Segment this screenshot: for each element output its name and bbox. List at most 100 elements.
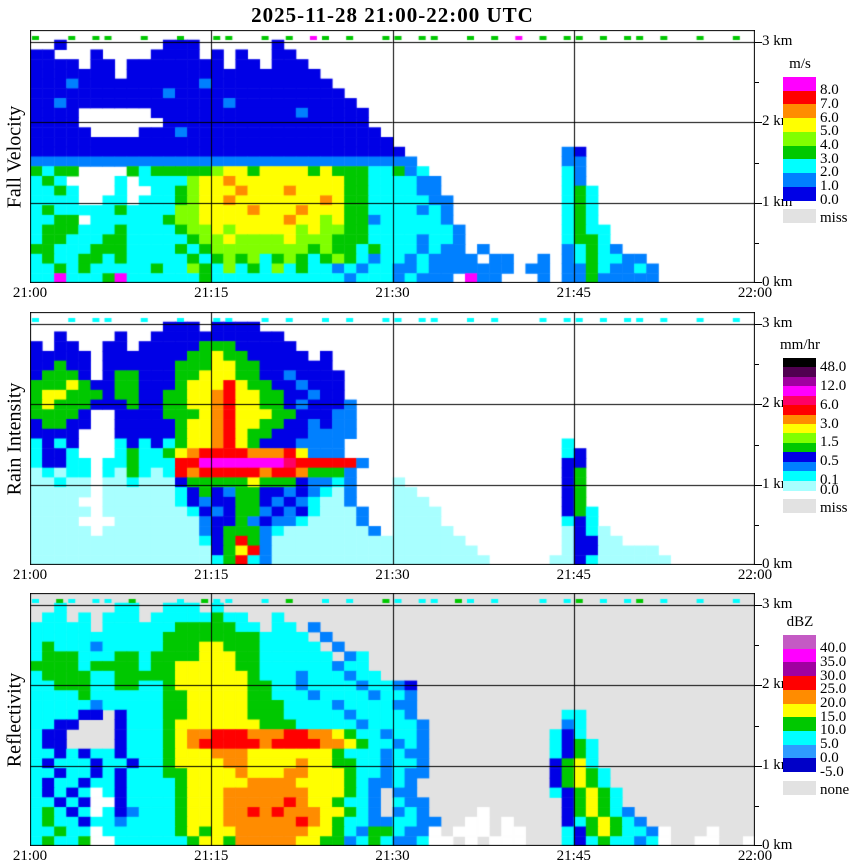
ylabel-text-fall-velocity: Fall Velocity <box>3 105 26 208</box>
y-tick-label: 3 km <box>762 596 793 612</box>
y-tick-mark <box>755 485 762 486</box>
y-tick-label: 3 km <box>762 315 793 331</box>
legend-nodata-box <box>783 209 816 224</box>
y-minor-tick-mark <box>755 163 759 164</box>
legend-color-box <box>783 376 816 387</box>
y-tick-mark <box>755 404 762 405</box>
legend-color-box <box>783 433 816 444</box>
legend-value-label: 0.0 <box>820 191 839 208</box>
legend-value-label: 8.0 <box>820 82 839 99</box>
legend-color-box <box>783 90 816 105</box>
legend-color-box <box>783 424 816 434</box>
legend-color-box <box>783 452 816 463</box>
legend-nodata-box <box>783 499 816 514</box>
x-tick-label: 21:00 <box>12 848 48 864</box>
legend-title-reflectivity: dBZ <box>786 614 814 630</box>
legend-value-label: 12.0 <box>820 377 847 394</box>
legend-value-label: 6.0 <box>820 396 839 413</box>
legend-value-label: 4.0 <box>820 137 839 153</box>
y-tick-mark <box>755 685 762 686</box>
legend-value-label: 35.0 <box>820 653 847 670</box>
x-tick-label: 21:45 <box>556 848 591 864</box>
legend-nodata-box <box>783 781 816 795</box>
x-tick-label: 22:00 <box>737 285 773 301</box>
y-tick-mark <box>755 203 762 204</box>
legend-value-label: 20.0 <box>820 695 847 711</box>
legend-value-label: 3.0 <box>820 415 839 432</box>
legend-color-box <box>783 118 816 133</box>
legend-color-box <box>783 442 816 453</box>
y-minor-tick-mark <box>755 525 759 526</box>
legend-color-box <box>783 461 816 472</box>
legend-value-label: -5.0 <box>820 763 844 780</box>
legend-value-label: 15.0 <box>820 708 847 725</box>
legend-color-box <box>783 104 816 119</box>
legend-value-label: 5.0 <box>820 123 839 140</box>
legend-value-label: 2.0 <box>820 164 839 181</box>
ylabel-reflectivity: Reflectivity <box>0 593 30 846</box>
legend-color-box <box>783 758 816 773</box>
legend-color-box <box>783 648 816 663</box>
y-tick-label: 0 km <box>762 837 793 853</box>
legend-value-label: 1.5 <box>820 434 839 451</box>
y-minor-tick-mark <box>755 364 759 365</box>
x-tick-label: 21:00 <box>12 285 48 301</box>
y-tick-mark <box>755 42 762 43</box>
y-minor-tick-mark <box>755 445 759 446</box>
legend-value-label: 6.0 <box>820 109 839 126</box>
y-tick-mark <box>755 324 762 325</box>
legend-color-box <box>783 744 816 759</box>
legend-value-label: 30.0 <box>820 667 847 684</box>
legend-color-box <box>783 471 816 482</box>
legend-color-box <box>783 131 816 146</box>
legend-color-box <box>783 480 816 491</box>
y-tick-mark <box>755 122 762 123</box>
legend-value-label: 7.0 <box>820 95 839 112</box>
legend-color-box <box>783 367 816 378</box>
x-tick-label: 21:15 <box>194 848 229 864</box>
x-tick-label: 21:15 <box>194 567 229 583</box>
legend-value-label: 3.0 <box>820 150 839 167</box>
y-minor-tick-mark <box>755 726 759 727</box>
legend-value-label: 40.0 <box>820 640 847 657</box>
legend-value-label: 0.0 <box>820 481 839 498</box>
legend-color-box <box>783 172 816 188</box>
legend-nodata-label: miss <box>820 210 848 227</box>
ylabel-text-reflectivity: Reflectivity <box>3 672 26 767</box>
heatmap-rain-intensity <box>30 312 755 565</box>
legend-value-label: 48.0 <box>820 358 847 375</box>
x-tick-label: 22:00 <box>737 567 773 583</box>
y-minor-tick-mark <box>755 82 759 83</box>
legend-value-label: 5.0 <box>820 736 839 753</box>
x-tick-label: 21:00 <box>12 567 48 583</box>
legend-color-box <box>783 145 816 160</box>
y-tick-label: 3 km <box>762 33 793 49</box>
legend-nodata-label: none <box>820 782 850 798</box>
legend-color-box <box>783 358 816 368</box>
x-tick-label: 21:45 <box>556 567 591 583</box>
x-tick-label: 21:30 <box>375 567 410 583</box>
legend-color-box <box>783 414 816 425</box>
legend-color-box <box>783 77 816 92</box>
heatmap-reflectivity <box>30 593 755 846</box>
x-tick-label: 22:00 <box>737 848 773 864</box>
x-tick-label: 21:30 <box>375 848 410 864</box>
legend-color-box <box>783 662 816 677</box>
figure-title: 2025-11-28 21:00-22:00 UTC <box>251 3 534 27</box>
ylabel-text-rain-intensity: Rain Intensity <box>3 382 26 495</box>
y-tick-mark <box>755 845 762 846</box>
legend-value-label: 1.0 <box>820 178 839 195</box>
legend-color-box <box>783 676 816 691</box>
legend-title-rain-intensity: mm/hr <box>780 337 820 353</box>
legend-color-box <box>783 730 816 746</box>
y-tick-mark <box>755 605 762 606</box>
x-tick-label: 21:15 <box>194 285 229 301</box>
legend-color-box <box>783 395 816 406</box>
ylabel-fall-velocity: Fall Velocity <box>0 30 30 283</box>
y-tick-mark <box>755 282 762 283</box>
x-tick-label: 21:30 <box>375 285 410 301</box>
heatmap-fall-velocity <box>30 30 755 283</box>
legend-color-box <box>783 717 816 732</box>
y-minor-tick-mark <box>755 243 759 244</box>
